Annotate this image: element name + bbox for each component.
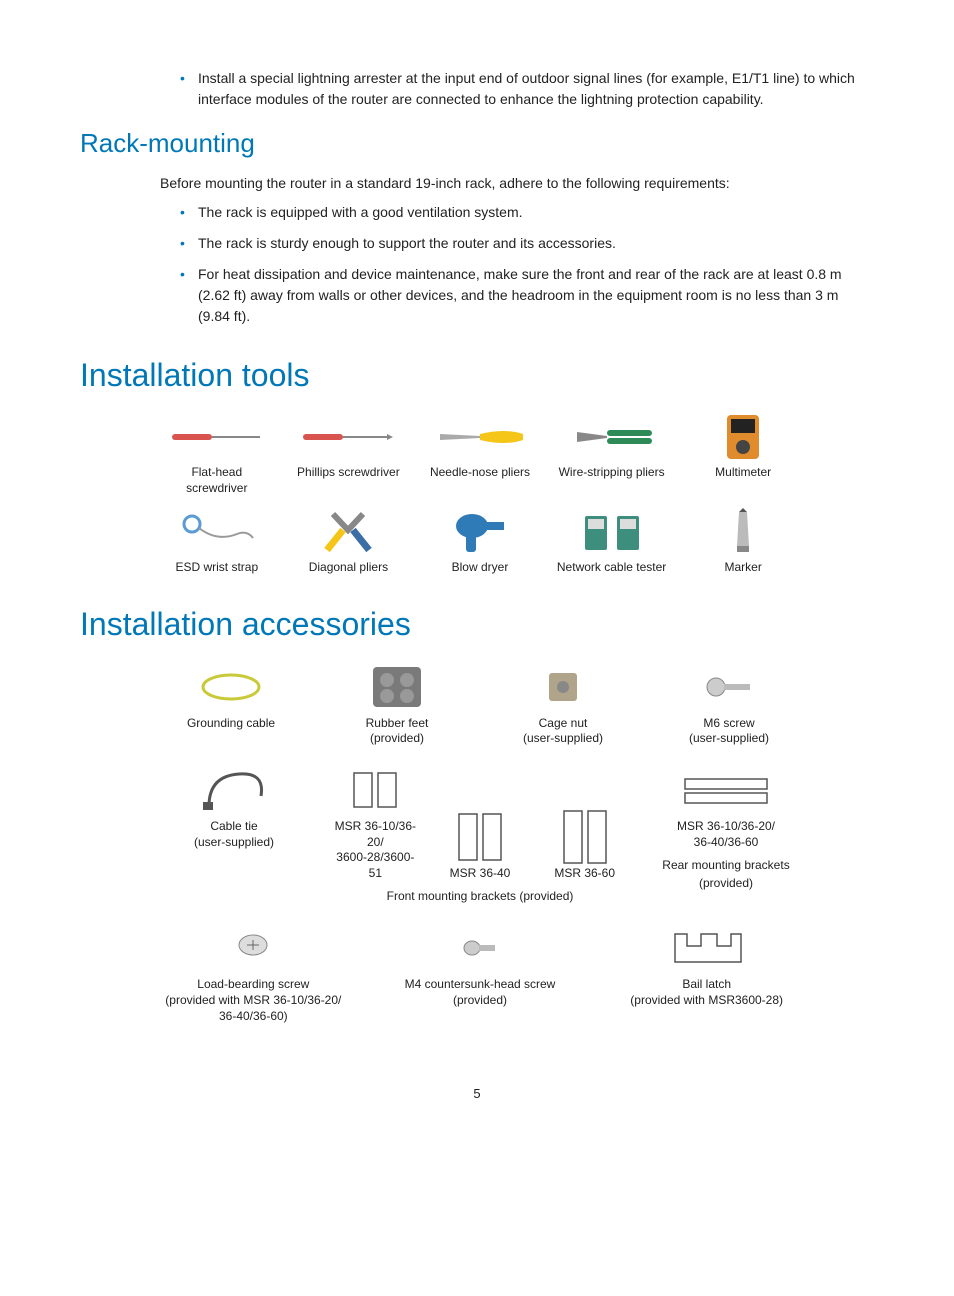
page-number: 5 (80, 1084, 874, 1104)
acc-label: Rubber feet(provided) (326, 716, 468, 747)
acc-grounding-cable: Grounding cable (160, 662, 302, 747)
multimeter-icon (686, 413, 800, 461)
acc-label: M6 screw(user-supplied) (658, 716, 800, 747)
front-brackets-caption: Front mounting brackets (provided) (332, 887, 628, 905)
acc-label: Cable tie(user-supplied) (160, 819, 308, 850)
tool-needlenose: Needle-nose pliers (423, 413, 537, 496)
acc-label: MSR 36-60 (541, 866, 628, 882)
rack-bullet: The rack is sturdy enough to support the… (180, 233, 874, 254)
load-bearing-screw-icon (160, 923, 347, 973)
installation-tools-heading: Installation tools (80, 351, 874, 399)
acc-label: M4 countersunk-head screw(provided) (387, 977, 574, 1008)
accessories-row1: Grounding cable Rubber feet(provided) Ca… (160, 662, 800, 747)
tool-label: Blow dryer (423, 560, 537, 576)
tool-label: Wire-stripping pliers (555, 465, 669, 481)
marker-icon (686, 508, 800, 556)
tool-wirestripping: Wire-stripping pliers (555, 413, 669, 496)
acc-rubber-feet: Rubber feet(provided) (326, 662, 468, 747)
needlenose-pliers-icon (423, 413, 537, 461)
blow-dryer-icon (423, 508, 537, 556)
esd-wrist-strap-icon (160, 508, 274, 556)
acc-label: MSR 36-10/36-20/3600-28/3600-51 (332, 819, 419, 881)
tool-label: Network cable tester (555, 560, 669, 576)
acc-label: Grounding cable (160, 716, 302, 732)
accessories-row3: Load-bearding screw(provided with MSR 36… (160, 923, 800, 1024)
bail-latch-icon (613, 923, 800, 973)
acc-label: MSR 36-10/36-20/36-40/36-60 (652, 819, 800, 850)
acc-cage-nut: Cage nut(user-supplied) (492, 662, 634, 747)
cable-tie-icon (160, 765, 308, 815)
tool-nettester: Network cable tester (555, 508, 669, 576)
tool-label: Needle-nose pliers (423, 465, 537, 481)
acc-load-bearing-screw: Load-bearding screw(provided with MSR 36… (160, 923, 347, 1024)
network-cable-tester-icon (555, 508, 669, 556)
accessories-row2: Cable tie(user-supplied) MSR 36-10/36-20… (160, 765, 800, 905)
tool-label: Phillips screwdriver (292, 465, 406, 481)
rack-bullets: The rack is equipped with a good ventila… (80, 202, 874, 327)
flathead-screwdriver-icon (160, 413, 274, 461)
tool-esd: ESD wrist strap (160, 508, 274, 576)
phillips-screwdriver-icon (292, 413, 406, 461)
m4-countersunk-screw-icon (387, 923, 574, 973)
tool-label: ESD wrist strap (160, 560, 274, 576)
acc-label: MSR 36-40 (437, 866, 524, 882)
tool-marker: Marker (686, 508, 800, 576)
rack-intro: Before mounting the router in a standard… (80, 173, 874, 194)
bracket-icon (332, 765, 419, 815)
tool-diagonal: Diagonal pliers (292, 508, 406, 576)
front-bracket-36-10: MSR 36-10/36-20/3600-28/3600-51 (332, 765, 419, 881)
front-bracket-36-60: MSR 36-60 (541, 812, 628, 882)
tool-phillips: Phillips screwdriver (292, 413, 406, 496)
bracket-icon (541, 812, 628, 862)
rubber-feet-icon (326, 662, 468, 712)
acc-label: Load-bearding screw(provided with MSR 36… (160, 977, 347, 1024)
grounding-cable-icon (160, 662, 302, 712)
tool-label: Multimeter (686, 465, 800, 481)
acc-m6-screw: M6 screw(user-supplied) (658, 662, 800, 747)
tool-flathead: Flat-head screwdriver (160, 413, 274, 496)
rack-mounting-heading: Rack-mounting (80, 124, 874, 163)
front-brackets-group: MSR 36-10/36-20/3600-28/3600-51 MSR 36-4… (332, 765, 628, 905)
diagonal-pliers-icon (292, 508, 406, 556)
tools-grid: Flat-head screwdriver Phillips screwdriv… (160, 413, 800, 576)
acc-label: Cage nut(user-supplied) (492, 716, 634, 747)
wirestripping-pliers-icon (555, 413, 669, 461)
acc-label: Bail latch(provided with MSR3600-28) (613, 977, 800, 1008)
rack-bullet: The rack is equipped with a good ventila… (180, 202, 874, 223)
rack-bullet: For heat dissipation and device maintena… (180, 264, 874, 327)
acc-m4-screw: M4 countersunk-head screw(provided) (387, 923, 574, 1024)
installation-accessories-heading: Installation accessories (80, 600, 874, 648)
rear-brackets-group: MSR 36-10/36-20/36-40/36-60 Rear mountin… (652, 765, 800, 905)
intro-bullet: Install a special lightning arrester at … (180, 68, 874, 110)
tool-label: Diagonal pliers (292, 560, 406, 576)
tool-blowdryer: Blow dryer (423, 508, 537, 576)
acc-cable-tie: Cable tie(user-supplied) (160, 765, 308, 905)
intro-bullets: Install a special lightning arrester at … (80, 68, 874, 110)
tool-multimeter: Multimeter (686, 413, 800, 496)
acc-bail-latch: Bail latch(provided with MSR3600-28) (613, 923, 800, 1024)
front-bracket-36-40: MSR 36-40 (437, 812, 524, 882)
bracket-icon (437, 812, 524, 862)
rear-bracket-icon (652, 765, 800, 815)
tool-label: Marker (686, 560, 800, 576)
tool-label: Flat-head screwdriver (160, 465, 274, 496)
m6-screw-icon (658, 662, 800, 712)
cage-nut-icon (492, 662, 634, 712)
rear-brackets-caption: Rear mounting brackets (provided) (652, 856, 800, 892)
